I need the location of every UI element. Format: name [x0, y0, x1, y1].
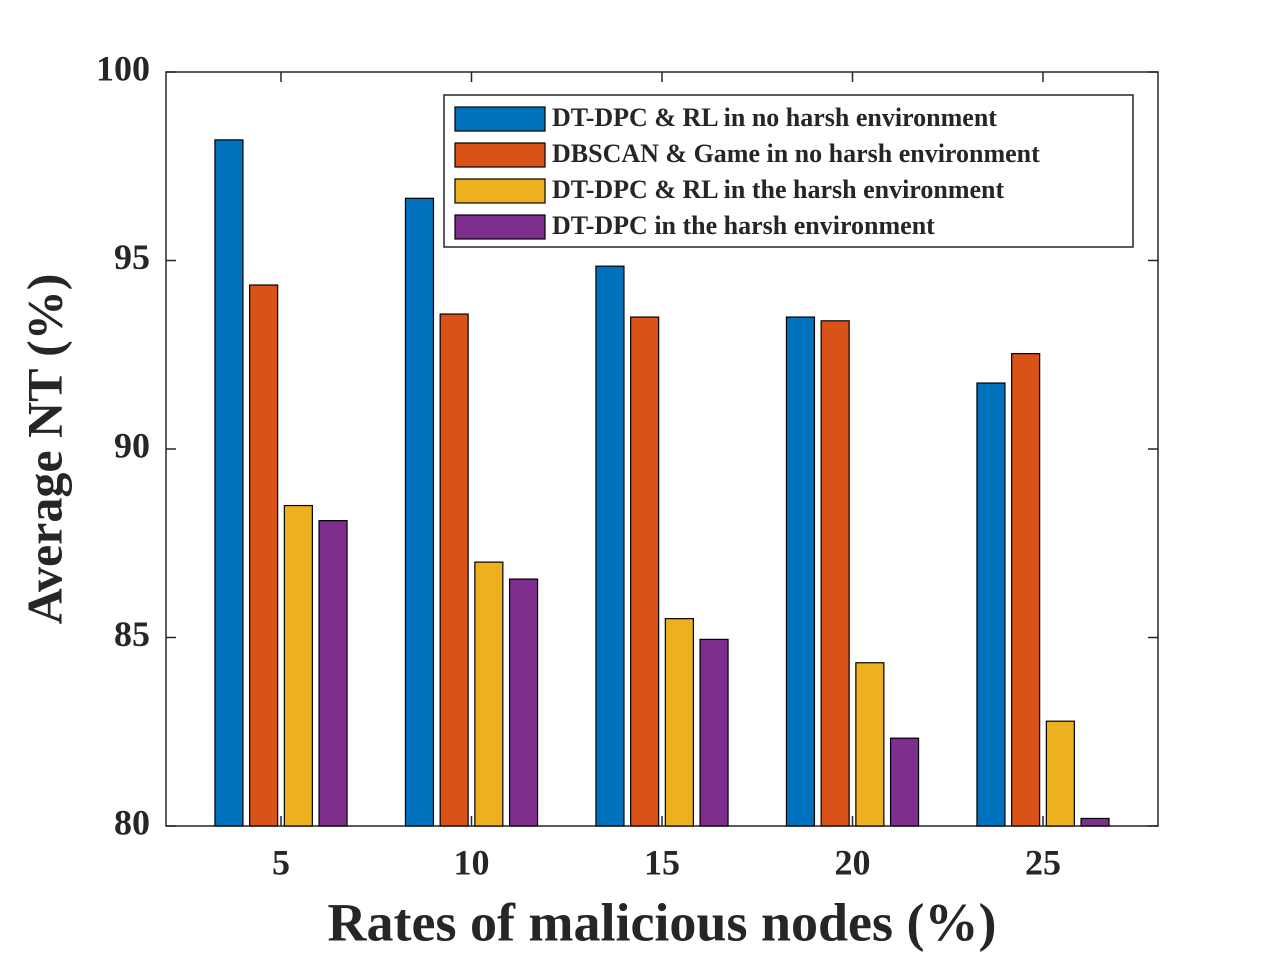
bar: [404, 197, 435, 827]
bar: [630, 316, 660, 827]
bar: [889, 737, 920, 827]
y-tick-label: 85: [114, 614, 150, 654]
bar: [820, 320, 850, 827]
bar: [1080, 817, 1110, 827]
bar: [785, 316, 816, 827]
legend-label: DT-DPC in the harsh environment: [552, 211, 935, 240]
legend-label: DBSCAN & Game in no harsh environment: [552, 139, 1040, 168]
bar: [283, 504, 313, 827]
bar: [699, 638, 729, 827]
y-axis-label: Average NT (%): [16, 274, 72, 625]
legend-swatch: [454, 214, 546, 240]
x-tick-label: 15: [644, 842, 680, 882]
bar: [249, 284, 279, 827]
bar: [508, 578, 539, 827]
bar: [595, 265, 625, 827]
x-tick-label: 20: [835, 842, 871, 882]
bar: [439, 313, 469, 827]
bar: [318, 520, 348, 827]
bar: [1045, 720, 1075, 827]
y-tick-label: 90: [114, 425, 150, 465]
legend-swatch: [454, 142, 546, 168]
bar: [664, 618, 694, 827]
bar: [1011, 353, 1041, 827]
legend-label: DT-DPC & RL in the harsh environment: [552, 175, 1004, 204]
y-tick-label: 95: [114, 237, 150, 277]
x-tick-label: 25: [1025, 842, 1061, 882]
bar: [976, 382, 1006, 827]
x-tick-label: 5: [272, 842, 290, 882]
legend-swatch: [454, 178, 546, 204]
legend-label: DT-DPC & RL in no harsh environment: [552, 103, 997, 132]
x-tick-label: 10: [454, 842, 490, 882]
y-tick-label: 100: [96, 48, 150, 88]
y-tick-label: 80: [114, 802, 150, 842]
bar: [214, 139, 244, 827]
bar: [474, 561, 504, 827]
x-axis-label: Rates of malicious nodes (%): [328, 892, 997, 952]
legend-box: [443, 94, 1134, 248]
legend-swatch: [454, 106, 546, 132]
bar: [855, 662, 885, 827]
